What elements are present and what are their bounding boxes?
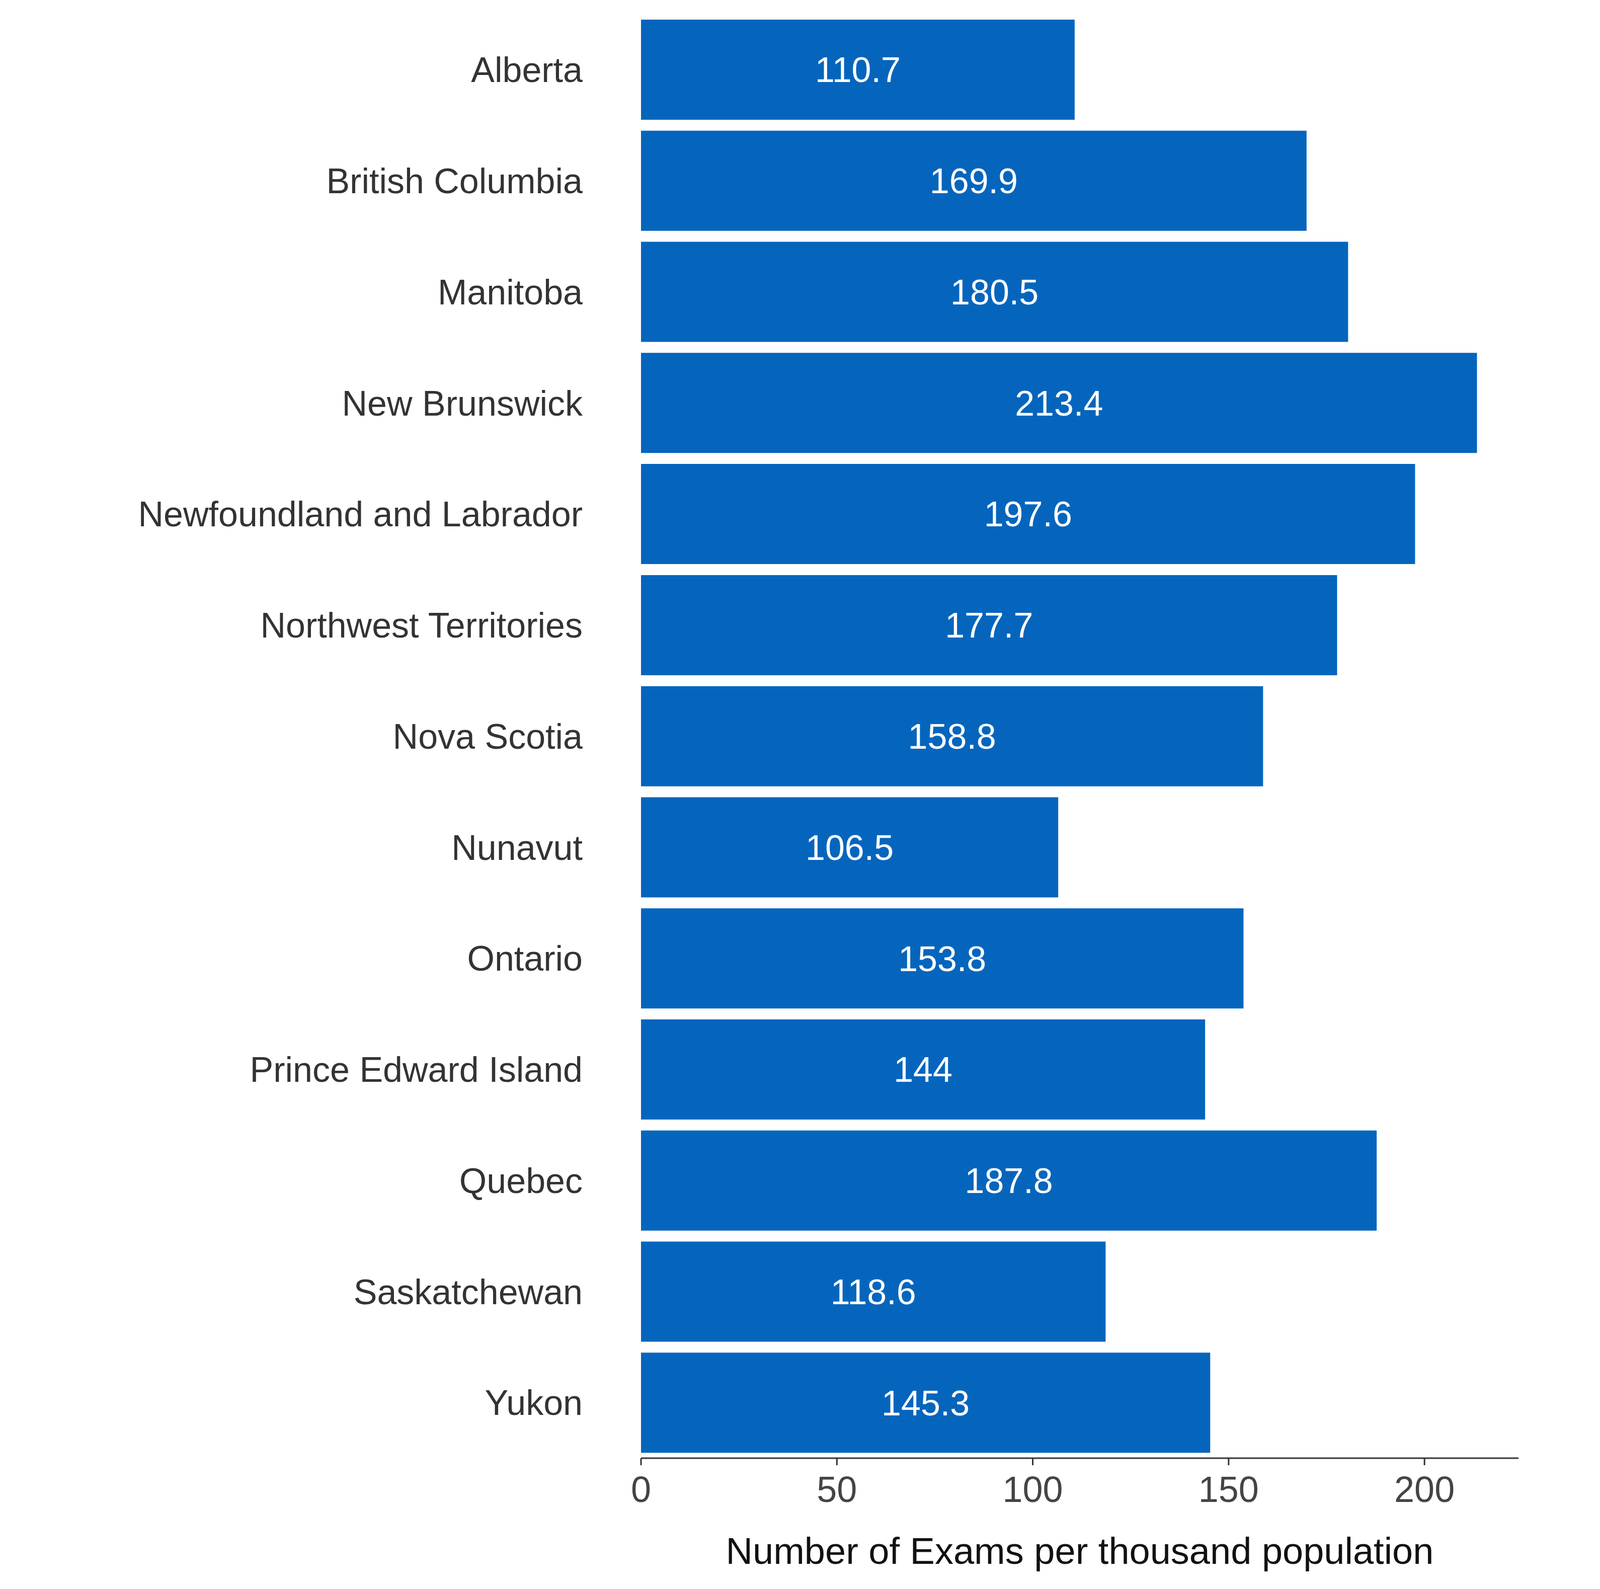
svg-text:158.8: 158.8 bbox=[908, 716, 997, 757]
svg-text:Prince Edward Island: Prince Edward Island bbox=[250, 1050, 583, 1090]
svg-text:Alberta: Alberta bbox=[470, 50, 583, 90]
svg-text:100: 100 bbox=[1002, 1469, 1064, 1510]
svg-text:106.5: 106.5 bbox=[805, 828, 894, 868]
svg-text:Number of Exams per thousand p: Number of Exams per thousand population bbox=[726, 1530, 1434, 1572]
svg-text:0: 0 bbox=[630, 1469, 652, 1510]
svg-text:144: 144 bbox=[893, 1050, 953, 1090]
svg-text:177.7: 177.7 bbox=[944, 605, 1033, 646]
svg-text:197.6: 197.6 bbox=[984, 494, 1073, 534]
svg-text:Newfoundland and Labrador: Newfoundland and Labrador bbox=[138, 494, 583, 534]
svg-text:50: 50 bbox=[816, 1469, 857, 1510]
svg-text:169.9: 169.9 bbox=[929, 161, 1018, 201]
svg-text:Ontario: Ontario bbox=[466, 938, 583, 979]
svg-text:118.6: 118.6 bbox=[830, 1272, 917, 1312]
svg-text:Nova Scotia: Nova Scotia bbox=[392, 716, 583, 757]
svg-text:British Columbia: British Columbia bbox=[326, 161, 583, 201]
svg-text:145.3: 145.3 bbox=[881, 1383, 970, 1423]
svg-text:Manitoba: Manitoba bbox=[437, 272, 583, 312]
svg-text:200: 200 bbox=[1394, 1469, 1455, 1510]
svg-text:180.5: 180.5 bbox=[950, 272, 1039, 312]
svg-text:Saskatchewan: Saskatchewan bbox=[353, 1272, 583, 1312]
svg-text:Northwest Territories: Northwest Territories bbox=[260, 605, 583, 646]
svg-text:153.8: 153.8 bbox=[898, 939, 987, 979]
svg-text:New Brunswick: New Brunswick bbox=[342, 383, 584, 424]
svg-text:150: 150 bbox=[1198, 1469, 1259, 1510]
svg-text:187.8: 187.8 bbox=[964, 1161, 1053, 1201]
svg-text:Yukon: Yukon bbox=[484, 1383, 583, 1423]
svg-text:Quebec: Quebec bbox=[459, 1161, 583, 1201]
svg-text:213.4: 213.4 bbox=[1014, 383, 1103, 424]
svg-text:Nunavut: Nunavut bbox=[451, 828, 583, 868]
svg-text:110.7: 110.7 bbox=[815, 50, 901, 90]
